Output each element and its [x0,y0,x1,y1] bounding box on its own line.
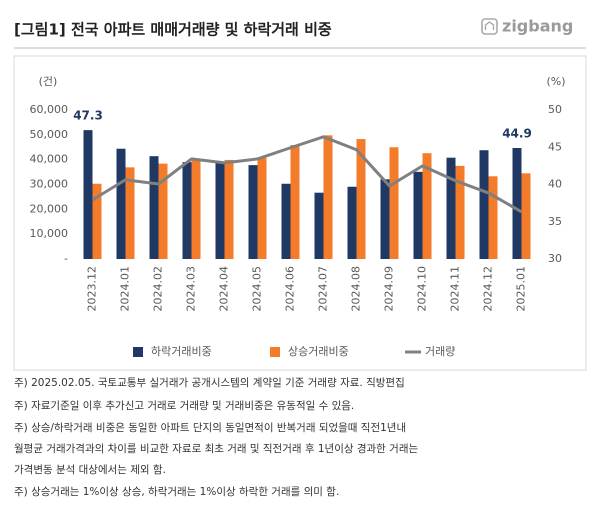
bar [446,157,456,259]
line [91,135,523,214]
x-tick-label: 2024.08 [350,266,363,312]
note: 주) 자료기준일 이후 추가신고 거래로 거래량 및 거래비중은 유동적일 수 … [14,399,354,412]
x-tick-label: 2024.10 [416,266,429,312]
bar [323,135,333,259]
logo: zigbang [481,17,573,36]
bar [488,176,498,259]
data-label: 47.3 [73,109,103,123]
x-tick-label: 2024.05 [251,266,264,312]
bar [224,159,234,259]
bar [257,157,267,259]
title: [그림1] 전국 아파트 매매거래량 및 하락거래 비중 [14,21,332,39]
notes: 주) 2025.02.05. 국토교통부 실거래가 공개시스템의 계약일 기준 … [14,376,418,498]
y2-tick-label: 35 [548,215,562,228]
x-tick-label: 2024.02 [152,266,165,312]
bar [380,179,390,259]
logo-house [484,21,495,30]
x-tick-label: 2025.01 [515,266,528,312]
note: 가격변동 분석 대상에서는 제외 함. [14,463,166,476]
bar [389,147,399,259]
logo-icon [481,18,498,35]
x-tick-label: 2024.12 [482,266,495,312]
note: 월평균 거래가격과의 차이를 비교한 자료로 최초 거래 및 직전거래 후 1년… [14,442,418,455]
legend-label: 상승거래비중 [288,345,349,358]
legend-swatch [133,347,143,357]
y2-tick-label: 30 [548,252,562,265]
x-tick-label: 2024.11 [449,266,462,312]
legend-label: 하락거래비중 [151,344,212,358]
bar [116,148,126,259]
bar [83,130,93,259]
bar [248,165,258,259]
x-tick-label: 2024.09 [383,266,396,312]
y-tick-label: 40,000 [30,153,69,166]
bar [347,186,357,259]
y2-tick-label: 50 [548,103,562,116]
bar [521,173,531,259]
bar [422,153,432,259]
bar [92,183,102,259]
x-tick-label: 2024.06 [284,266,297,312]
y-tick-label: 50,000 [30,128,69,141]
data-label: 44.9 [502,126,532,140]
legend-label: 거래량 [425,345,455,358]
y2-tick-label: 45 [548,140,562,153]
y-tick-label: - [64,252,68,265]
y-unit: (건) [39,75,58,88]
y2-unit: (%) [546,75,565,88]
x-tick-label: 2024.03 [185,266,198,312]
bar [314,192,324,259]
bar [215,162,225,259]
bar [182,162,192,259]
logo-text: zigbang [502,17,573,36]
bar [356,139,366,259]
bar [413,171,423,259]
bar [281,183,291,259]
x-tick-label: 2024.04 [218,266,231,312]
y2-tick-label: 40 [548,178,562,191]
legend-swatch [270,347,280,357]
x-tick-label: 2023.12 [86,266,99,312]
bar [479,150,489,259]
y-tick-label: 60,000 [30,103,69,116]
bar [512,147,522,259]
bar [149,156,159,259]
bar [191,159,201,259]
note: 주) 2025.02.05. 국토교통부 실거래가 공개시스템의 계약일 기준 … [14,376,405,389]
x-tick-label: 2024.07 [317,266,330,312]
note: 주) 상승거래는 1%이상 상승, 하락거래는 1%이상 하락한 거래를 의미 … [14,485,339,498]
bar [290,145,300,259]
y-tick-label: 30,000 [30,178,69,191]
bar [125,167,135,259]
bar [455,165,465,259]
chart-frame [13,55,587,371]
x-tick-label: 2024.01 [119,266,132,312]
bar [158,163,168,259]
y-tick-label: 10,000 [30,227,69,240]
note: 주) 상승/하락거래 비중은 동일한 아파트 단지의 동일면적이 반복거래 되었… [14,421,406,434]
y-tick-label: 20,000 [30,202,69,215]
